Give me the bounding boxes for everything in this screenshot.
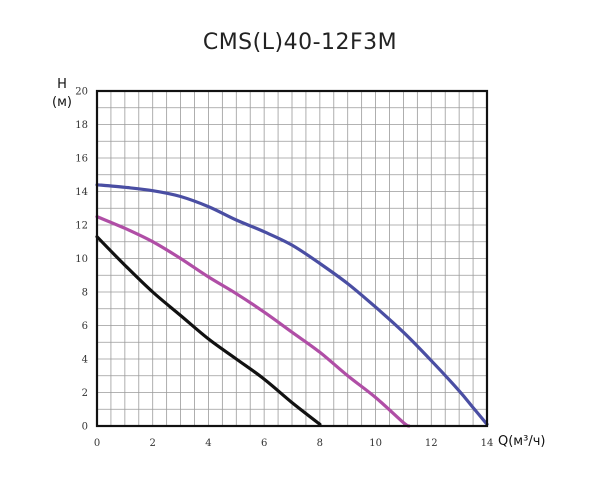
x-tick-label: 8 [317, 438, 323, 449]
y-tick-label: 8 [82, 288, 88, 299]
y-axis-unit: (м) [52, 95, 72, 110]
y-tick-label: 18 [75, 120, 88, 131]
performance-curve [95, 183, 489, 426]
y-tick-label: 14 [75, 187, 88, 198]
curves [95, 183, 489, 428]
y-tick-label: 10 [75, 254, 88, 265]
y-tick-label: 4 [82, 355, 88, 366]
y-tick-labels: 0 2 4 6 8 10 12 14 16 18 20 [75, 87, 88, 433]
x-tick-label: 14 [481, 438, 494, 449]
y-tick-label: 6 [82, 321, 88, 332]
x-tick-label: 2 [150, 438, 156, 449]
performance-curve [95, 235, 322, 426]
x-tick-label: 10 [369, 438, 382, 449]
y-tick-label: 16 [75, 154, 88, 165]
x-tick-label: 12 [425, 438, 438, 449]
x-tick-label: 4 [205, 438, 211, 449]
x-tick-label: 6 [261, 438, 267, 449]
x-tick-labels: 0 2 4 6 8 10 12 14 [94, 438, 494, 449]
performance-curve [95, 215, 411, 428]
y-tick-label: 12 [75, 221, 88, 232]
x-tick-label: 0 [94, 438, 100, 449]
chart-title: CMS(L)40-12F3M [202, 30, 398, 55]
y-tick-label: 0 [82, 422, 88, 433]
x-axis-label: Q(м³/ч) [498, 434, 545, 449]
plot-frame [95, 89, 489, 428]
grid-lines [97, 91, 487, 426]
y-tick-label: 20 [75, 87, 88, 98]
y-tick-label: 2 [82, 388, 88, 399]
y-axis-symbol: H [57, 77, 67, 92]
